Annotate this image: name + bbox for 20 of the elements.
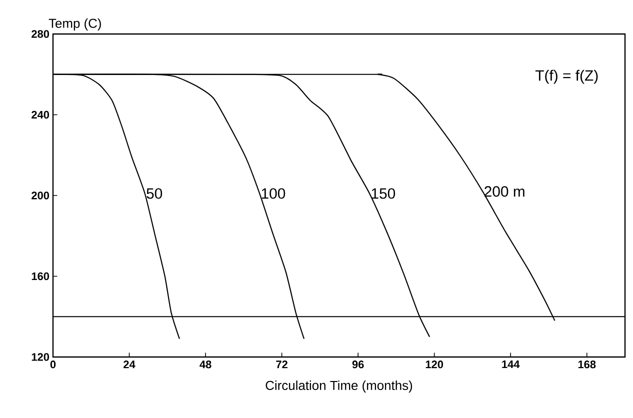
series-label: 100 (262, 188, 286, 199)
x-tick-label: 144 (502, 360, 520, 368)
series-label: 50 (146, 188, 162, 199)
y-tick-label: 200 (32, 192, 50, 200)
series-label: 150 (372, 188, 396, 199)
y-tick-label: 240 (32, 110, 50, 119)
x-tick-label: 24 (124, 360, 136, 368)
x-tick-label: 96 (352, 360, 364, 368)
x-tick-label: 48 (200, 360, 212, 368)
x-axis-title: Circulation Time (months) (266, 380, 412, 393)
series-label: 200 m (484, 186, 524, 197)
x-tick-label: 120 (426, 360, 444, 368)
y-axis-title: Temp (C) (48, 18, 101, 30)
x-tick-label: 168 (578, 360, 596, 368)
x-tick-label: 72 (276, 360, 288, 368)
x-tick-label: 0 (50, 360, 56, 368)
y-tick-label: 160 (32, 272, 50, 280)
y-tick-label: 120 (32, 353, 50, 361)
y-tick-label: 280 (32, 30, 50, 38)
annotation: T(f) = f(Z) (535, 70, 598, 84)
